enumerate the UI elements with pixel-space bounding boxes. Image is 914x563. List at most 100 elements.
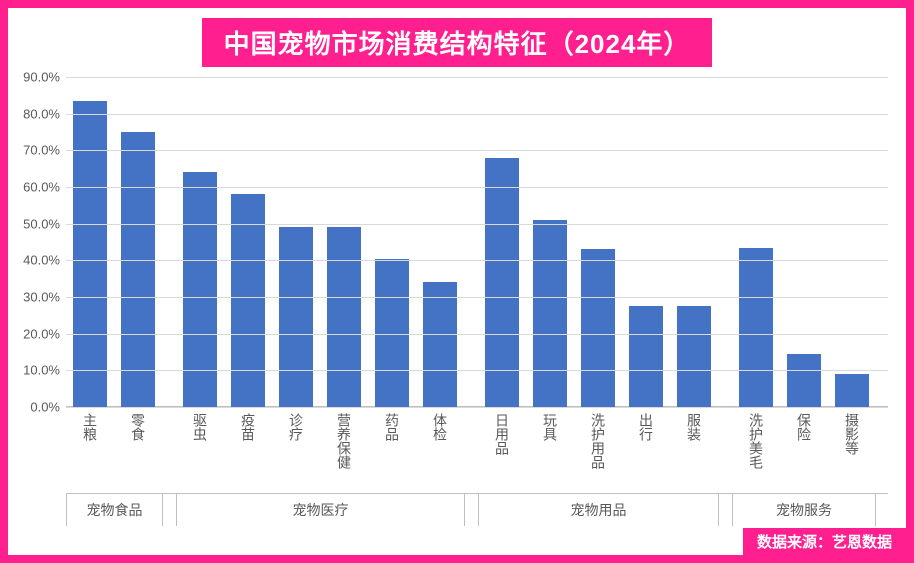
x-tick-cell: 洗护用品 bbox=[574, 407, 622, 493]
bar-cell bbox=[622, 77, 670, 407]
bar bbox=[533, 220, 567, 407]
x-tick-label: 出行 bbox=[636, 413, 656, 441]
bar-cell bbox=[574, 77, 622, 407]
bar bbox=[327, 227, 361, 407]
x-tick-label: 保险 bbox=[794, 413, 814, 441]
grid-line bbox=[66, 260, 888, 261]
x-tick-label: 摄影等 bbox=[842, 413, 862, 455]
bar bbox=[835, 374, 869, 407]
bar bbox=[581, 249, 615, 407]
grid-line bbox=[66, 334, 888, 335]
chart-area: 0.0% 10.0% 20.0% 30.0% 40.0% 50.0% 60.0% 70.0% 8… bbox=[8, 71, 906, 555]
bar bbox=[629, 306, 663, 407]
bar-cell bbox=[114, 77, 162, 407]
bar-cell bbox=[224, 77, 272, 407]
bar-group bbox=[66, 77, 162, 407]
x-tick-label: 药品 bbox=[382, 413, 402, 441]
y-tick-label: 90.0% bbox=[23, 70, 66, 85]
x-label-group: 日用品 玩具 洗护用品 出行服装 bbox=[478, 407, 718, 493]
group-label: 宠物医疗 bbox=[176, 494, 464, 526]
bar-group bbox=[732, 77, 876, 407]
bar bbox=[739, 248, 773, 408]
bar-cell bbox=[670, 77, 718, 407]
x-tick-label: 服装 bbox=[684, 413, 704, 441]
x-tick-cell: 疫苗 bbox=[224, 407, 272, 493]
y-tick-label: 10.0% bbox=[23, 363, 66, 378]
y-tick-label: 40.0% bbox=[23, 253, 66, 268]
bar bbox=[231, 194, 265, 407]
grid-line bbox=[66, 370, 888, 371]
bar bbox=[73, 101, 107, 407]
bar bbox=[677, 306, 711, 407]
y-tick-label: 60.0% bbox=[23, 180, 66, 195]
bar-cell bbox=[368, 77, 416, 407]
grid-line bbox=[66, 187, 888, 188]
y-tick-label: 50.0% bbox=[23, 216, 66, 231]
y-tick-label: 80.0% bbox=[23, 106, 66, 121]
y-tick-label: 30.0% bbox=[23, 290, 66, 305]
bar-cell bbox=[272, 77, 320, 407]
plot-area: 0.0%10.0%20.0%30.0%40.0%50.0%60.0%70.0%8… bbox=[66, 77, 888, 407]
x-tick-cell: 摄影等 bbox=[828, 407, 876, 493]
x-tick-label: 营养保健 bbox=[334, 413, 354, 469]
bar-cell bbox=[176, 77, 224, 407]
data-source-label: 数据来源：艺恩数据 bbox=[743, 528, 906, 555]
x-tick-cell: 营养保健 bbox=[320, 407, 368, 493]
x-tick-label: 洗护用品 bbox=[588, 413, 608, 469]
chart-title: 中国宠物市场消费结构特征（2024年） bbox=[202, 18, 713, 67]
grid-line bbox=[66, 297, 888, 298]
bar-cell bbox=[526, 77, 574, 407]
x-tick-cell: 日用品 bbox=[478, 407, 526, 493]
grid-line bbox=[66, 224, 888, 225]
group-label: 宠物服务 bbox=[732, 494, 876, 526]
bar-cell bbox=[320, 77, 368, 407]
x-tick-cell: 体检 bbox=[416, 407, 464, 493]
chart-frame: 中国宠物市场消费结构特征（2024年） 0.0% 10.0% 20.0% 30.0% 4… bbox=[0, 0, 914, 563]
y-tick-label: 20.0% bbox=[23, 326, 66, 341]
bar bbox=[787, 354, 821, 407]
grid-line bbox=[66, 77, 888, 78]
bar bbox=[279, 227, 313, 407]
bar-group bbox=[176, 77, 464, 407]
x-tick-cell: 出行 bbox=[622, 407, 670, 493]
x-axis-group-labels: 宠物食品宠物医疗宠物用品宠物服务 bbox=[66, 493, 888, 526]
bar bbox=[423, 282, 457, 407]
x-tick-label: 诊疗 bbox=[286, 413, 306, 441]
x-tick-cell: 保险 bbox=[780, 407, 828, 493]
x-tick-cell: 诊疗 bbox=[272, 407, 320, 493]
x-tick-label: 日用品 bbox=[492, 413, 512, 455]
x-label-group: 洗护美毛 保险 摄影等 bbox=[732, 407, 876, 493]
x-tick-cell: 药品 bbox=[368, 407, 416, 493]
x-tick-label: 洗护美毛 bbox=[746, 413, 766, 469]
group-label: 宠物用品 bbox=[478, 494, 718, 526]
y-tick-label: 70.0% bbox=[23, 143, 66, 158]
bar-cell bbox=[478, 77, 526, 407]
x-tick-cell: 服装 bbox=[670, 407, 718, 493]
grid-line bbox=[66, 407, 888, 408]
x-tick-cell: 驱虫 bbox=[176, 407, 224, 493]
x-tick-cell: 主粮 bbox=[66, 407, 114, 493]
grid-line bbox=[66, 114, 888, 115]
x-tick-cell: 零食 bbox=[114, 407, 162, 493]
grid-line bbox=[66, 150, 888, 151]
bar-cell bbox=[66, 77, 114, 407]
x-tick-label: 疫苗 bbox=[238, 413, 258, 441]
x-tick-label: 主粮 bbox=[80, 413, 100, 441]
x-tick-cell: 玩具 bbox=[526, 407, 574, 493]
bar-cell bbox=[780, 77, 828, 407]
x-tick-label: 体检 bbox=[430, 413, 450, 441]
bar-cell bbox=[416, 77, 464, 407]
x-label-group: 主粮零食 bbox=[66, 407, 162, 493]
x-axis-item-labels: 主粮零食驱虫疫苗诊疗 营养保健 药品体检 日用品 玩具 洗护用品 出行服装 洗护美毛 保险 摄影等 bbox=[66, 407, 888, 493]
y-tick-label: 0.0% bbox=[30, 400, 66, 415]
bar-cell bbox=[828, 77, 876, 407]
bar bbox=[121, 132, 155, 407]
x-tick-cell: 洗护美毛 bbox=[732, 407, 780, 493]
bars-row bbox=[66, 77, 888, 407]
x-tick-label: 玩具 bbox=[540, 413, 560, 441]
bar bbox=[183, 172, 217, 407]
bar-group bbox=[478, 77, 718, 407]
bar-cell bbox=[732, 77, 780, 407]
x-tick-label: 零食 bbox=[128, 413, 148, 441]
group-label: 宠物食品 bbox=[66, 494, 162, 526]
